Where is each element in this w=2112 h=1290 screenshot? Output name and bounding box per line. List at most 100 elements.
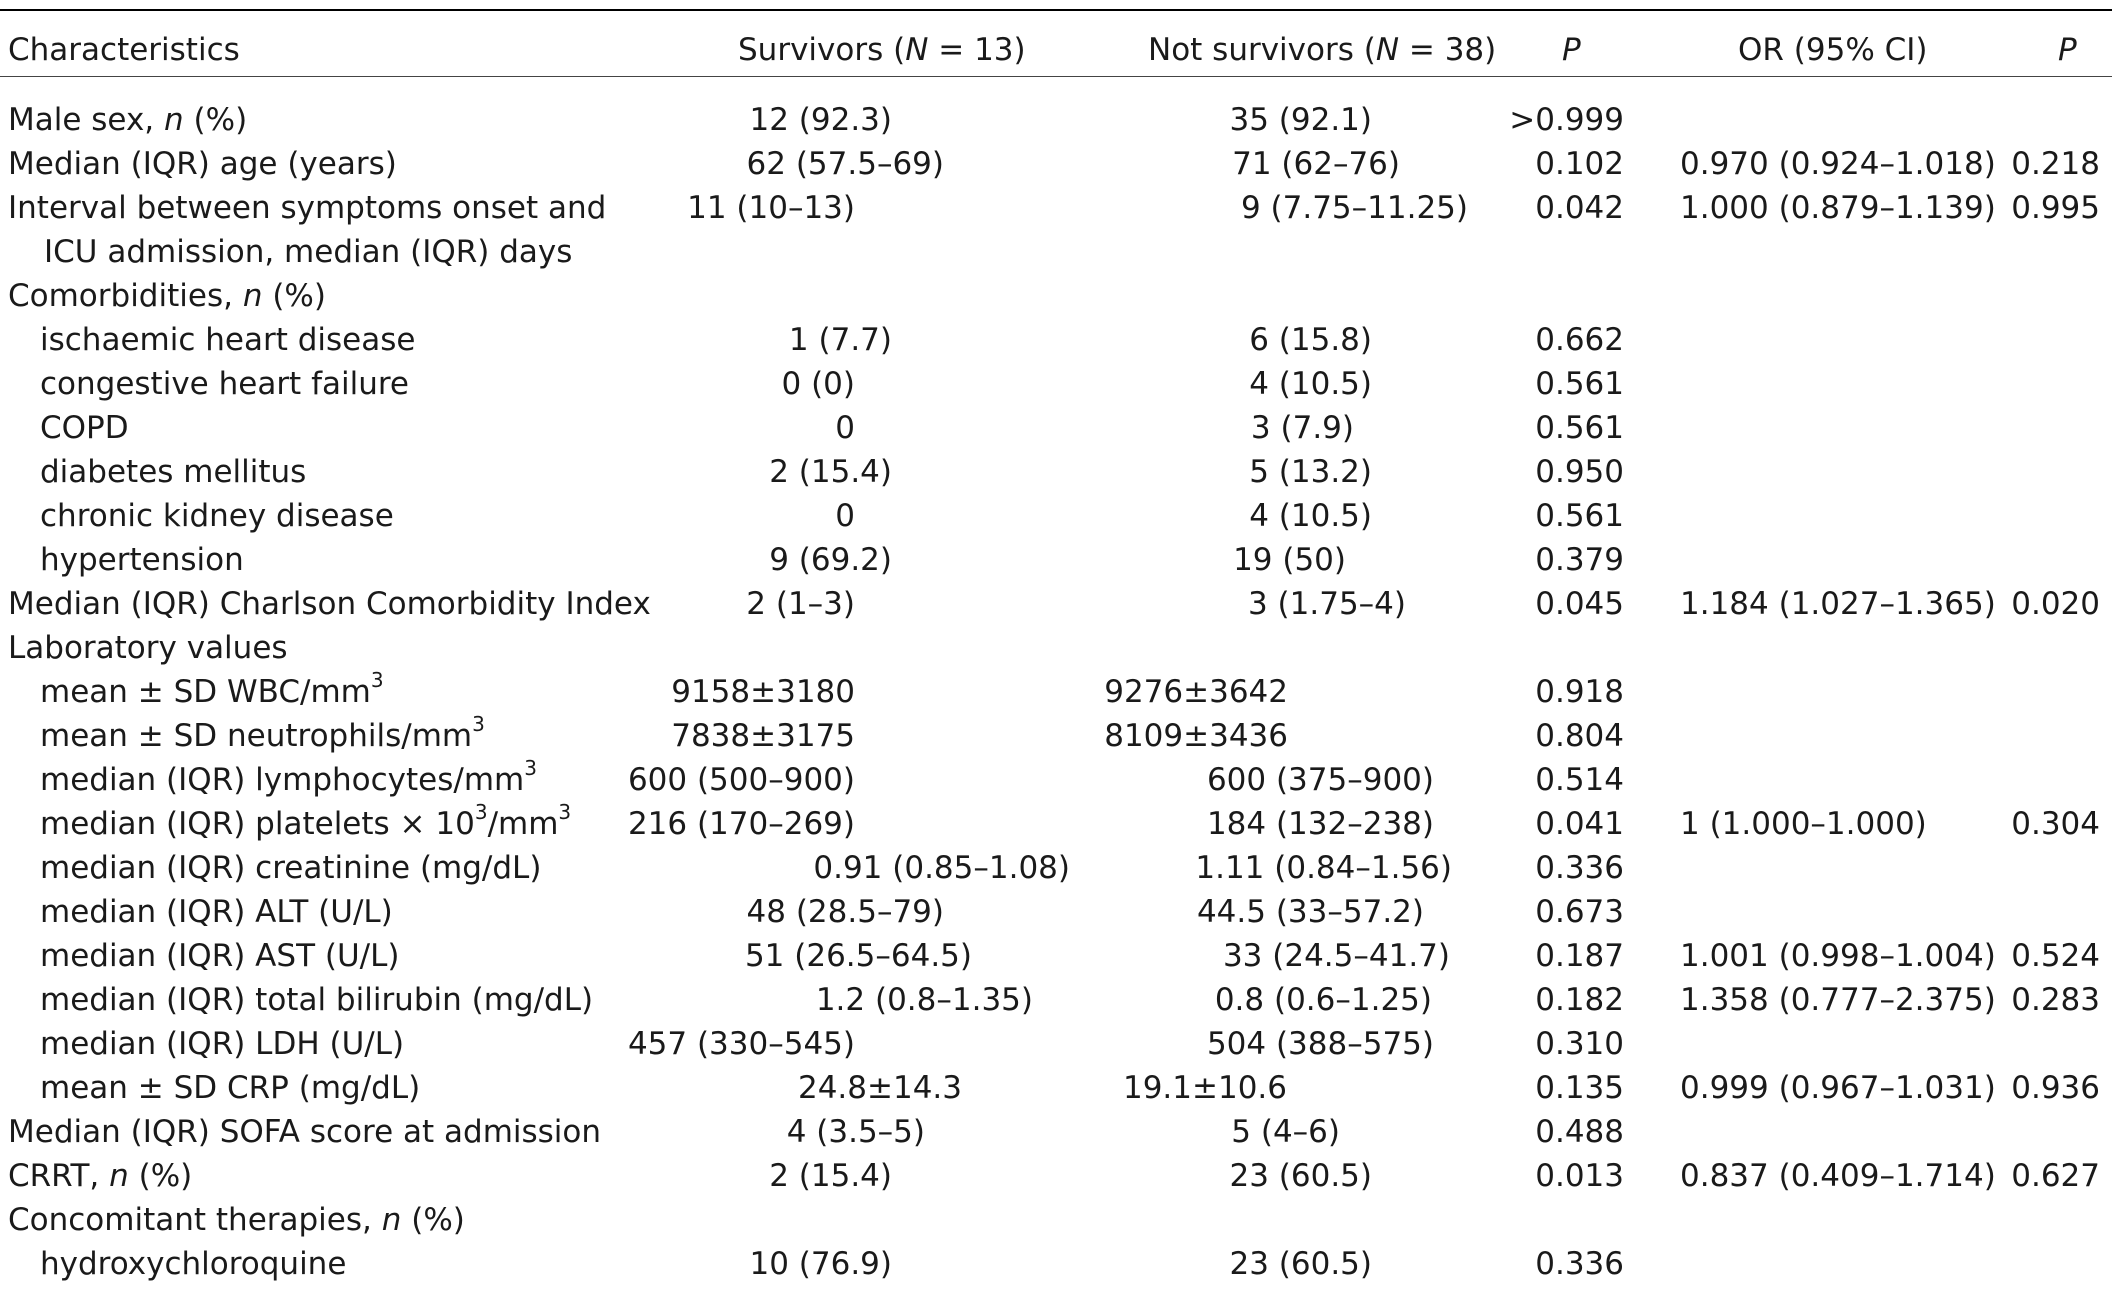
row-label: Median (IQR) Charlson Comorbidity Index (8, 586, 651, 622)
odds-ratio-value: 0.999 (0.967–1.031) (1680, 1070, 1996, 1106)
row-label: median (IQR) lymphocytes/mm3 (40, 755, 537, 798)
survivors-value: 1.2 (0.8–1.35) (815, 982, 1033, 1018)
not-survivors-value: 23 (60.5) (1229, 1158, 1372, 1194)
survivors-value: 457 (330–545) (627, 1026, 855, 1062)
survivors-value: 24.8±14.3 (797, 1070, 962, 1106)
header-p-value-2: P (2058, 30, 2077, 70)
p-value: 0.561 (1535, 498, 1624, 534)
survivors-value: 0 (835, 498, 855, 534)
odds-ratio-value: 1 (1.000–1.000) (1680, 806, 1927, 842)
not-survivors-value: 5 (13.2) (1249, 454, 1372, 490)
survivors-value: 62 (57.5–69) (746, 146, 944, 182)
odds-ratio-value: 0.970 (0.924–1.018) (1680, 146, 1996, 182)
p-value-2: 0.020 (2011, 586, 2100, 622)
not-survivors-value: 71 (62–76) (1232, 146, 1400, 182)
header-survivors-post: = 13) (928, 32, 1026, 68)
row-label: mean ± SD WBC/mm3 (40, 667, 384, 710)
not-survivors-value: 0.8 (0.6–1.25) (1214, 982, 1432, 1018)
header-survivors: Survivors (N = 13) (738, 30, 1026, 70)
not-survivors-value: 3 (1.75–4) (1247, 586, 1406, 622)
p-value-2: 0.995 (2011, 190, 2100, 226)
row-label: median (IQR) platelets × 103/mm3 (40, 799, 572, 842)
survivors-value: 12 (92.3) (749, 102, 892, 138)
header-p2: P (2058, 32, 2077, 68)
p-value: 0.336 (1535, 850, 1624, 886)
p-value: 0.310 (1535, 1026, 1624, 1062)
not-survivors-value: 9 (7.75–11.25) (1240, 190, 1468, 226)
row-label: Comorbidities, n (%) (8, 278, 326, 314)
not-survivors-value: 184 (132–238) (1206, 806, 1434, 842)
p-value: 0.336 (1535, 1246, 1624, 1282)
row-label: CRRT, n (%) (8, 1158, 193, 1194)
row-label: Concomitant therapies, n (%) (8, 1202, 465, 1238)
p-value: 0.013 (1535, 1158, 1624, 1194)
p-value: 0.950 (1535, 454, 1624, 490)
survivors-value: 0 (0) (781, 366, 856, 402)
not-survivors-value: 4 (10.5) (1249, 366, 1372, 402)
header-survivors-n: N (905, 32, 929, 68)
p-value: 0.561 (1535, 366, 1624, 402)
p-value: 0.041 (1535, 806, 1624, 842)
header-odds-ratio: OR (95% CI) (1738, 32, 1928, 68)
survivors-value: 11 (10–13) (687, 190, 855, 226)
row-label: chronic kidney disease (40, 498, 394, 534)
odds-ratio-value: 1.184 (1.027–1.365) (1680, 586, 1996, 622)
not-survivors-value: 6 (15.8) (1249, 322, 1372, 358)
not-survivors-value: 35 (92.1) (1229, 102, 1372, 138)
not-survivors-value: 33 (24.5–41.7) (1222, 938, 1450, 974)
row-label: congestive heart failure (40, 366, 409, 402)
survivors-value: 48 (28.5–79) (746, 894, 944, 930)
not-survivors-value: 600 (375–900) (1206, 762, 1434, 798)
row-label: ICU admission, median (IQR) days (44, 234, 573, 270)
not-survivors-value: 9276±3642 (1104, 674, 1288, 710)
row-label: mean ± SD CRP (mg/dL) (40, 1070, 421, 1106)
not-survivors-value: 4 (10.5) (1249, 498, 1372, 534)
not-survivors-value: 3 (7.9) (1250, 410, 1354, 446)
odds-ratio-value: 1.000 (0.879–1.139) (1680, 190, 1996, 226)
row-label: hydroxychloroquine (40, 1246, 347, 1282)
survivors-value: 9158±3180 (671, 674, 855, 710)
header-rule (0, 76, 2112, 77)
p-value-2: 0.524 (2011, 938, 2100, 974)
p-value: 0.673 (1535, 894, 1624, 930)
not-survivors-value: 504 (388–575) (1206, 1026, 1434, 1062)
p-value-2: 0.283 (2011, 982, 2100, 1018)
p-value-2: 0.304 (2011, 806, 2100, 842)
header-notsurv-n: N (1375, 32, 1400, 68)
not-survivors-value: 5 (4–6) (1231, 1114, 1340, 1150)
survivors-value: 216 (170–269) (627, 806, 855, 842)
row-label: median (IQR) LDH (U/L) (40, 1026, 405, 1062)
survivors-value: 10 (76.9) (749, 1246, 892, 1282)
odds-ratio-value: 1.001 (0.998–1.004) (1680, 938, 1996, 974)
row-label: Laboratory values (8, 630, 288, 666)
row-label: median (IQR) ALT (U/L) (40, 894, 393, 930)
p-value: 0.804 (1535, 718, 1624, 754)
p-value: 0.102 (1535, 146, 1624, 182)
row-label: Median (IQR) SOFA score at admission (8, 1114, 602, 1150)
header-not-survivors: Not survivors (N = 38) (1148, 30, 1496, 70)
row-label: mean ± SD neutrophils/mm3 (40, 711, 485, 754)
not-survivors-value: 8109±3436 (1104, 718, 1288, 754)
not-survivors-value: 19 (50) (1233, 542, 1346, 578)
p-value: 0.514 (1535, 762, 1624, 798)
p-value: 0.561 (1535, 410, 1624, 446)
survivors-value: 9 (69.2) (769, 542, 892, 578)
p-value: 0.182 (1535, 982, 1624, 1018)
p-value: 0.042 (1535, 190, 1624, 226)
header-survivors-pre: Survivors ( (738, 32, 906, 68)
p-value: 0.662 (1535, 322, 1624, 358)
survivors-value: 7838±3175 (671, 718, 855, 754)
not-survivors-value: 23 (60.5) (1229, 1246, 1372, 1282)
header-notsurv-post: = 38) (1399, 32, 1497, 68)
row-label: Interval between symptoms onset and (8, 190, 607, 226)
row-label: COPD (40, 410, 129, 446)
p-value: 0.135 (1535, 1070, 1624, 1106)
survivors-value: 600 (500–900) (627, 762, 855, 798)
p-value: 0.488 (1535, 1114, 1624, 1150)
survivors-value: 0 (835, 410, 855, 446)
header-p1: P (1562, 32, 1581, 68)
header-p-value: P (1562, 30, 1581, 70)
header-characteristics: Characteristics (8, 32, 240, 68)
header-notsurv-pre: Not survivors ( (1148, 32, 1376, 68)
p-value: 0.918 (1535, 674, 1624, 710)
